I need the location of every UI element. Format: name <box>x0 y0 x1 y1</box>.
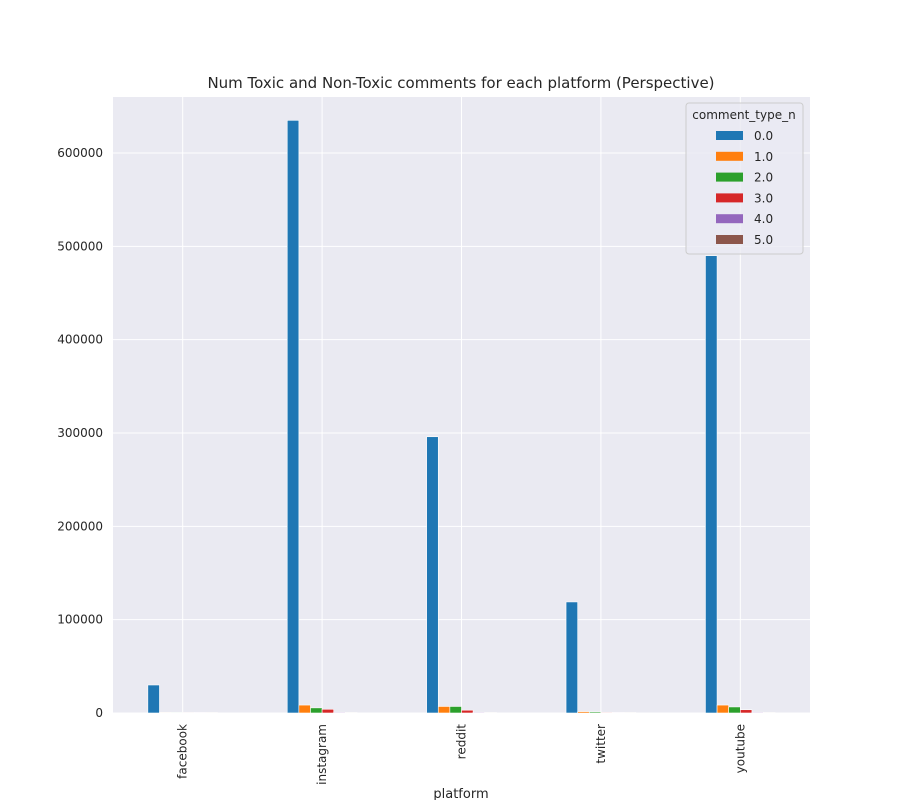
chart-title: Num Toxic and Non-Toxic comments for eac… <box>207 74 714 92</box>
bar-instagram-4.0 <box>333 711 346 714</box>
bars <box>147 120 776 714</box>
bar-instagram-1.0 <box>298 704 311 714</box>
bar-instagram-2.0 <box>310 707 323 714</box>
y-tick-label: 0 <box>95 706 103 720</box>
y-tick-label: 500000 <box>57 239 103 253</box>
bar-youtube-4.0 <box>751 711 764 714</box>
bar-twitter-0.0 <box>565 601 578 714</box>
x-tick-label: instagram <box>315 724 329 785</box>
bar-reddit-0.0 <box>426 436 439 714</box>
x-tick-label: reddit <box>455 724 469 760</box>
bar-facebook-0.0 <box>147 684 160 714</box>
y-tick-label: 200000 <box>57 519 103 533</box>
bar-reddit-3.0 <box>461 709 474 714</box>
legend: comment_type_n 0.0 1.0 2.0 3.0 4.0 5.0 <box>685 102 804 255</box>
x-tick-label: facebook <box>176 724 190 779</box>
bar-instagram-0.0 <box>286 120 300 714</box>
bar-reddit-4.0 <box>472 711 486 714</box>
bar-youtube-1.0 <box>716 704 729 714</box>
legend-label: 4.0 <box>754 212 773 226</box>
bar-instagram-5.0 <box>345 712 358 714</box>
legend-label: 0.0 <box>754 129 773 143</box>
bar-twitter-4.0 <box>612 712 625 714</box>
y-tick-label: 300000 <box>57 426 103 440</box>
y-axis: 0 100000 200000 300000 400000 500000 600000 <box>57 146 103 720</box>
x-axis: facebook instagram reddit twitter youtube <box>176 724 748 785</box>
bar-facebook-5.0 <box>205 712 218 714</box>
legend-swatch <box>716 214 743 224</box>
bar-reddit-1.0 <box>437 706 451 714</box>
legend-swatch <box>716 235 743 244</box>
legend-label: 2.0 <box>754 171 773 185</box>
x-axis-label: platform <box>433 787 488 800</box>
legend-swatch <box>716 151 743 161</box>
legend-swatch <box>716 193 743 203</box>
bar-facebook-1.0 <box>159 712 172 714</box>
legend-swatch <box>716 172 743 182</box>
y-tick-label: 600000 <box>57 146 103 160</box>
bar-facebook-2.0 <box>170 712 183 714</box>
y-tick-label: 100000 <box>57 613 103 627</box>
legend-swatch <box>716 131 743 140</box>
bar-youtube-0.0 <box>705 255 718 714</box>
bar-twitter-5.0 <box>623 712 637 714</box>
bar-reddit-5.0 <box>484 712 497 714</box>
bar-facebook-4.0 <box>194 712 207 714</box>
grid-lines <box>113 97 810 714</box>
bar-twitter-2.0 <box>588 711 602 714</box>
legend-box <box>685 102 804 255</box>
legend-label: 1.0 <box>754 150 773 164</box>
x-tick-label: twitter <box>594 724 608 764</box>
legend-label: 3.0 <box>754 191 773 205</box>
legend-title: comment_type_n <box>692 108 795 122</box>
bar-reddit-2.0 <box>449 706 462 714</box>
y-tick-label: 400000 <box>57 333 103 347</box>
bar-facebook-3.0 <box>182 712 195 714</box>
bar-instagram-3.0 <box>321 708 335 714</box>
x-tick-label: youtube <box>733 724 747 773</box>
bar-twitter-3.0 <box>600 712 613 714</box>
bar-youtube-5.0 <box>763 712 776 714</box>
bar-youtube-2.0 <box>728 706 741 714</box>
legend-label: 5.0 <box>754 233 773 247</box>
bar-twitter-1.0 <box>577 711 590 714</box>
bar-youtube-3.0 <box>739 709 753 714</box>
